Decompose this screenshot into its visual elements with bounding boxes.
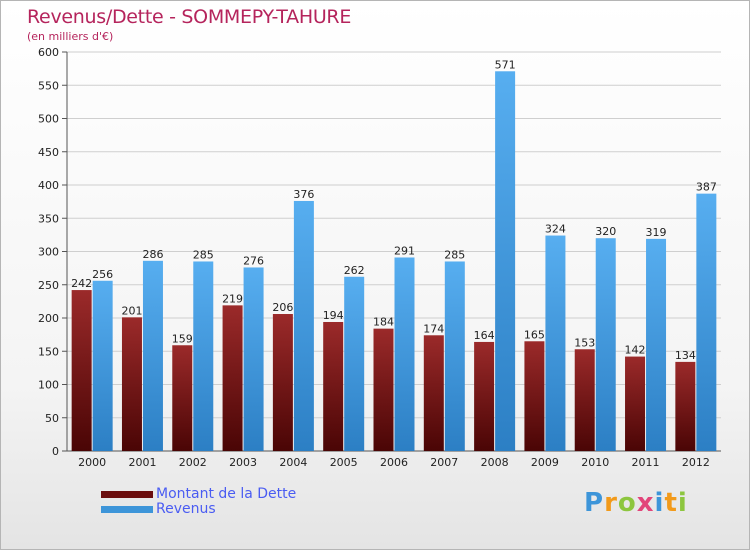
bar-revenus: [444, 261, 465, 451]
x-tick-label: 2007: [430, 456, 458, 469]
data-label-dette: 219: [222, 292, 243, 305]
data-label-dette: 174: [423, 322, 444, 335]
x-tick-label: 2009: [531, 456, 559, 469]
y-tick-label: 0: [52, 445, 59, 458]
x-tick-label: 2004: [279, 456, 307, 469]
bar-dette: [272, 314, 293, 451]
bar-dette: [71, 290, 92, 451]
bar-revenus: [293, 200, 314, 451]
logo-letter: r: [604, 488, 618, 518]
bar-dette: [524, 341, 545, 451]
x-tick-label: 2002: [179, 456, 207, 469]
logo-letter: P: [584, 488, 605, 518]
x-tick-label: 2011: [632, 456, 660, 469]
data-label-revenus: 319: [646, 226, 667, 239]
y-tick-label: 200: [38, 312, 59, 325]
x-tick-label: 2012: [682, 456, 710, 469]
logo-letter: i: [654, 488, 665, 518]
proxiti-logo: Proxiti: [584, 488, 688, 518]
y-tick-label: 300: [38, 246, 59, 259]
data-label-revenus: 571: [495, 58, 516, 71]
y-tick-label: 250: [38, 279, 59, 292]
bar-revenus: [243, 267, 264, 451]
bar-dette: [323, 321, 344, 451]
bar-dette: [474, 341, 495, 451]
y-tick-label: 100: [38, 379, 59, 392]
y-tick-label: 550: [38, 79, 59, 92]
y-tick-label: 450: [38, 146, 59, 159]
bar-revenus: [545, 235, 566, 451]
data-label-dette: 134: [675, 349, 696, 362]
y-tick-label: 500: [38, 113, 59, 126]
data-label-revenus: 387: [696, 181, 717, 194]
y-tick-label: 350: [38, 212, 59, 225]
logo-letter: t: [664, 488, 678, 518]
data-label-revenus: 286: [142, 248, 163, 261]
x-tick-label: 2006: [380, 456, 408, 469]
data-label-dette: 206: [272, 301, 293, 314]
x-tick-label: 2008: [481, 456, 509, 469]
data-label-revenus: 376: [293, 188, 314, 201]
bar-revenus: [394, 257, 415, 451]
bar-dette: [222, 305, 243, 451]
bar-revenus: [142, 260, 163, 451]
chart-title: Revenus/Dette - SOMMEPY-TAHURE: [27, 6, 352, 28]
bar-dette: [675, 361, 696, 451]
legend-label-revenus: Revenus: [156, 501, 216, 517]
data-label-dette: 184: [373, 316, 394, 329]
data-label-revenus: 320: [595, 225, 616, 238]
bar-dette: [373, 328, 394, 451]
data-label-revenus: 262: [344, 264, 365, 277]
logo-letter: i: [677, 488, 688, 518]
x-tick-label: 2003: [229, 456, 257, 469]
x-tick-label: 2000: [78, 456, 106, 469]
data-label-revenus: 285: [193, 248, 214, 261]
legend-swatch-dette: [101, 491, 153, 498]
bar-dette: [172, 345, 193, 451]
x-tick-label: 2005: [330, 456, 358, 469]
bar-revenus: [646, 238, 667, 451]
bar-revenus: [495, 71, 516, 451]
data-label-revenus: 285: [444, 248, 465, 261]
data-label-dette: 142: [625, 344, 646, 357]
data-label-dette: 194: [323, 309, 344, 322]
data-label-revenus: 276: [243, 254, 264, 267]
x-tick-label: 2001: [128, 456, 156, 469]
data-label-dette: 159: [172, 332, 193, 345]
bar-revenus: [92, 280, 113, 451]
data-label-revenus: 256: [92, 268, 113, 281]
data-label-revenus: 291: [394, 244, 415, 257]
legend-swatch-revenus: [101, 506, 153, 513]
data-label-revenus: 324: [545, 223, 566, 236]
legend-label-dette: Montant de la Dette: [156, 486, 297, 502]
bar-dette: [423, 335, 444, 451]
bar-dette: [574, 349, 595, 451]
logo-letter: o: [617, 488, 637, 518]
chart-subtitle: (en milliers d'€): [27, 30, 114, 43]
data-label-dette: 165: [524, 328, 545, 341]
bar-revenus: [595, 238, 616, 451]
y-tick-label: 600: [38, 46, 59, 59]
logo-letter: x: [636, 488, 655, 518]
x-tick-label: 2010: [581, 456, 609, 469]
y-tick-label: 50: [45, 412, 59, 425]
bar-dette: [625, 356, 646, 451]
data-label-dette: 164: [474, 329, 495, 342]
bar-revenus: [193, 261, 214, 451]
bar-dette: [121, 317, 142, 451]
bar-revenus: [696, 193, 717, 451]
y-tick-label: 150: [38, 345, 59, 358]
y-tick-label: 400: [38, 179, 59, 192]
data-label-dette: 242: [71, 277, 92, 290]
bar-revenus: [344, 276, 365, 451]
data-label-dette: 201: [121, 304, 142, 317]
data-label-dette: 153: [574, 336, 595, 349]
